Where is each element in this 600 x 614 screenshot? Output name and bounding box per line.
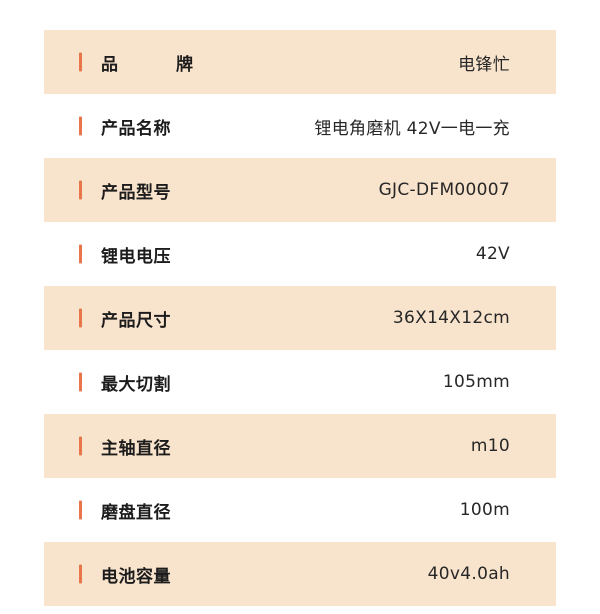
spec-label: 电池容量 — [101, 566, 171, 587]
spec-value: 36X14X12cm — [392, 308, 510, 328]
accent-bar-icon — [79, 436, 82, 456]
spec-row: 电池容量 40v4.0ah — [44, 542, 556, 606]
spec-label: 产品型号 — [101, 182, 171, 203]
spec-row: 最大切割 105mm — [44, 350, 556, 414]
accent-bar-icon — [79, 372, 82, 392]
spec-row: 主轴直径 m10 — [44, 414, 556, 478]
accent-bar-icon — [79, 52, 82, 72]
accent-bar-icon — [79, 244, 82, 264]
spec-value: 电锋忙 — [458, 54, 510, 75]
spec-row: 品 牌 电锋忙 — [44, 30, 556, 94]
spec-label: 最大切割 — [101, 374, 171, 395]
accent-bar-icon — [79, 308, 82, 328]
spec-label: 产品名称 — [101, 118, 171, 139]
accent-bar-icon — [79, 500, 82, 520]
spec-value: 105mm — [442, 372, 510, 392]
spec-label: 锂电电压 — [101, 246, 171, 267]
spec-row: 产品尺寸 36X14X12cm — [44, 286, 556, 350]
spec-value: GJC-DFM00007 — [378, 180, 510, 200]
product-spec-table: 品 牌 电锋忙产品名称 锂电角磨机 42V一电一充产品型号 GJC-DFM00007 锂… — [44, 30, 556, 606]
spec-label: 主轴直径 — [101, 438, 171, 459]
spec-value: 42V — [475, 244, 510, 264]
spec-row: 磨盘直径 100m — [44, 478, 556, 542]
accent-bar-icon — [79, 564, 82, 584]
accent-bar-icon — [79, 116, 82, 136]
spec-label: 品 牌 — [101, 54, 193, 75]
spec-label: 磨盘直径 — [101, 502, 171, 523]
spec-value: m10 — [470, 436, 510, 456]
spec-row: 锂电电压 42V — [44, 222, 556, 286]
spec-row: 产品名称 锂电角磨机 42V一电一充 — [44, 94, 556, 158]
spec-value: 40v4.0ah — [427, 564, 510, 584]
spec-row: 产品型号 GJC-DFM00007 — [44, 158, 556, 222]
accent-bar-icon — [79, 180, 82, 200]
spec-value: 100m — [459, 500, 510, 520]
spec-label: 产品尺寸 — [101, 310, 171, 331]
spec-value: 锂电角磨机 42V一电一充 — [314, 118, 510, 139]
